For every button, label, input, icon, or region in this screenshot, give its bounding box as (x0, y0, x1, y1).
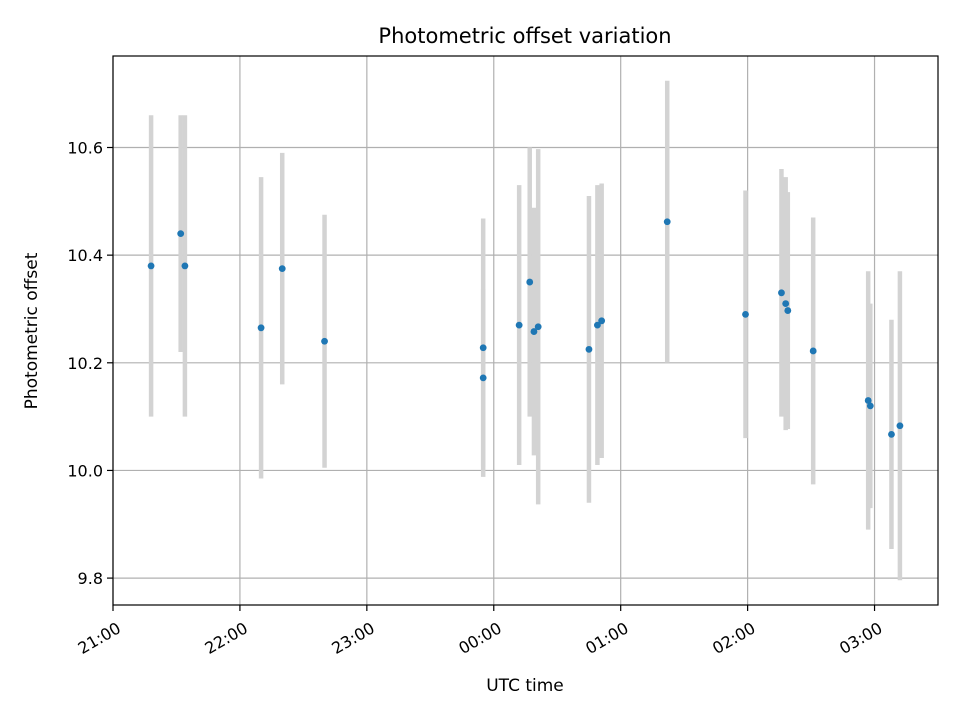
data-point (526, 278, 534, 286)
plot-frame (112, 55, 939, 606)
x-tick-label: 00:00 (455, 618, 504, 658)
x-tick-label: 23:00 (328, 618, 377, 658)
data-point (585, 345, 593, 353)
data-point (778, 289, 785, 297)
x-tick-label: 01:00 (582, 618, 631, 658)
data-point (278, 265, 286, 273)
data-point (598, 317, 606, 325)
y-tick-label: 10.2 (67, 354, 103, 373)
data-point (147, 262, 155, 270)
data-point (257, 324, 265, 332)
x-tick-label: 21:00 (75, 618, 124, 658)
data-point (530, 328, 538, 335)
errorbar-layer (148, 80, 903, 581)
y-tick-label: 10.4 (67, 246, 103, 265)
data-point (177, 230, 185, 238)
x-axis-ticks: 21:00 22:00 23:00 00:00 01:00 02:00 03:00 (75, 605, 886, 658)
data-point (321, 337, 328, 345)
y-tick-label: 9.8 (78, 569, 103, 588)
data-point (479, 344, 487, 352)
data-point (479, 374, 487, 382)
y-tick-label: 10.6 (67, 139, 103, 158)
point-layer (147, 218, 904, 438)
data-point (782, 300, 790, 307)
data-point (866, 402, 874, 410)
data-point (784, 307, 792, 314)
data-point (896, 422, 904, 430)
data-point (742, 310, 749, 318)
y-axis-title: Photometric offset (22, 252, 42, 409)
x-tick-label: 02:00 (709, 618, 758, 658)
data-point (515, 321, 523, 329)
y-axis-ticks: 9.8 10.0 10.2 10.4 10.6 (67, 139, 113, 588)
x-tick-label: 03:00 (836, 618, 885, 658)
data-point (663, 218, 671, 226)
data-point (864, 397, 872, 404)
y-tick-label: 10.0 (67, 461, 103, 480)
data-point (534, 323, 542, 331)
chart-title: Photometric offset variation (378, 24, 671, 48)
data-point (594, 321, 601, 329)
data-point (888, 430, 895, 438)
x-tick-label: 22:00 (201, 618, 250, 658)
x-axis-title: UTC time (486, 676, 564, 696)
data-point (181, 262, 189, 270)
data-point (809, 347, 817, 355)
